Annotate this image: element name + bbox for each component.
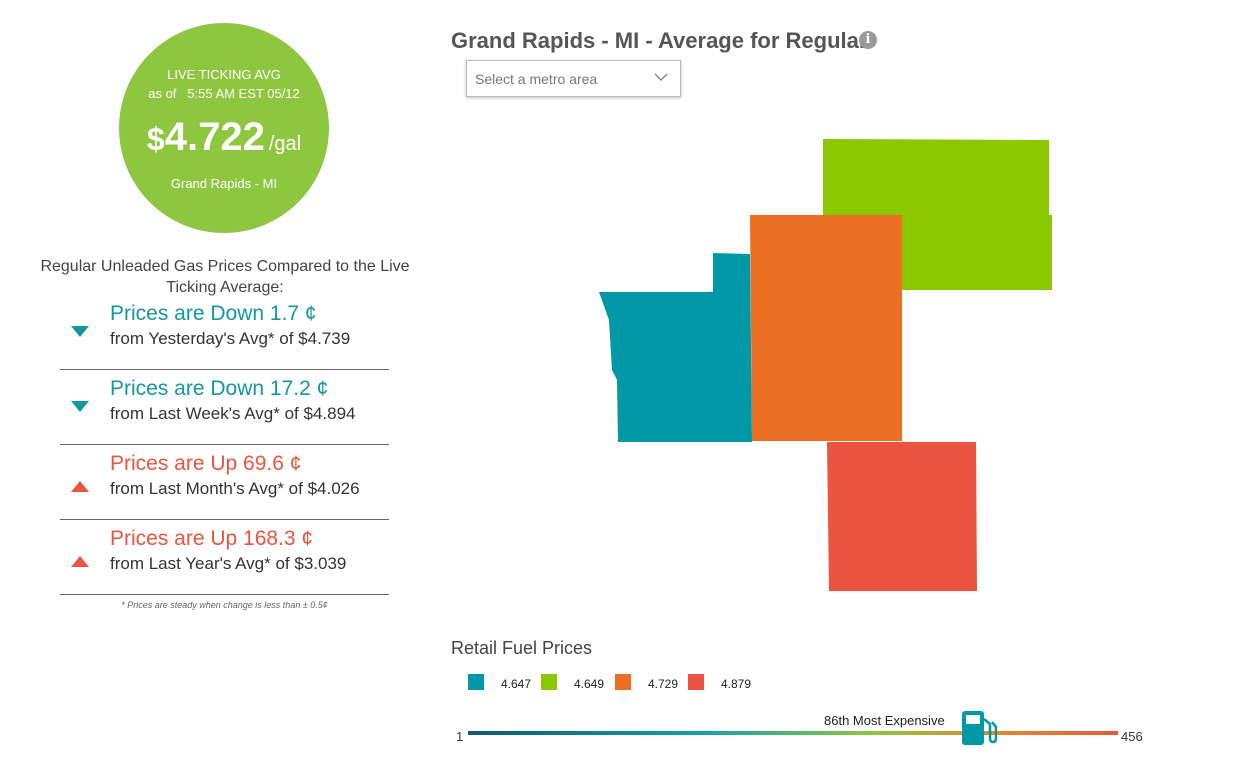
price-value: 4.722 <box>164 115 265 159</box>
chevron-down-icon <box>654 73 668 81</box>
change-headline: Prices are Down 1.7 ¢ <box>110 302 317 325</box>
up-arrow-icon <box>71 481 89 492</box>
up-arrow-icon <box>71 556 89 567</box>
live-average-circle: LIVE TICKING AVG as of 5:55 AM EST 05/12… <box>119 23 329 233</box>
currency-symbol: $ <box>146 121 165 157</box>
legend-swatch <box>468 674 484 690</box>
county-teal[interactable] <box>599 253 752 442</box>
change-headline: Prices are Up 69.6 ¢ <box>110 452 302 475</box>
change-detail: from Last Week's Avg* of $4.894 <box>110 404 356 423</box>
legend-swatch <box>615 674 631 690</box>
county-red[interactable] <box>827 442 977 591</box>
change-headline: Prices are Down 17.2 ¢ <box>110 377 329 400</box>
down-arrow-icon <box>71 326 89 337</box>
footnote: * Prices are steady when change is less … <box>121 600 328 610</box>
rank-gradient-bar <box>468 731 1118 735</box>
legend-swatch <box>541 674 557 690</box>
legend-title: Retail Fuel Prices <box>451 638 593 658</box>
change-detail: from Last Year's Avg* of $3.039 <box>110 554 347 573</box>
legend-label: 4.879 <box>721 677 752 691</box>
live-average-label: LIVE TICKING AVG <box>167 67 281 82</box>
change-headline: Prices are Up 168.3 ¢ <box>110 527 314 550</box>
change-row-last-week: Prices are Down 17.2 ¢ from Last Week's … <box>60 371 389 445</box>
compare-title: Regular Unleaded Gas Prices Compared to … <box>40 258 410 296</box>
county-green[interactable] <box>823 139 1052 290</box>
metro-area-select[interactable]: Select a metro area <box>466 60 681 97</box>
rank-min-label: 1 <box>456 729 464 744</box>
live-average-city: Grand Rapids - MI <box>170 176 278 191</box>
legend-label: 4.729 <box>648 677 679 691</box>
change-row-last-month: Prices are Up 69.6 ¢ from Last Month's A… <box>60 446 389 520</box>
county-orange[interactable] <box>750 215 902 441</box>
legend-label: 4.647 <box>501 677 532 691</box>
change-row-yesterday: Prices are Down 1.7 ¢ from Yesterday's A… <box>60 296 389 370</box>
down-arrow-icon <box>71 401 89 412</box>
change-row-last-year: Prices are Up 168.3 ¢ from Last Year's A… <box>60 521 389 595</box>
live-average-price: $4.722/gal <box>119 115 329 160</box>
legend-swatch <box>688 674 704 690</box>
map-title: Grand Rapids - MI - Average for Regular <box>451 28 868 53</box>
change-detail: from Yesterday's Avg* of $4.739 <box>110 329 351 348</box>
legend-label: 4.649 <box>574 677 605 691</box>
live-average-timestamp: as of 5:55 AM EST 05/12 <box>148 86 300 101</box>
info-icon[interactable]: i <box>859 31 877 49</box>
rank-label: 86th Most Expensive <box>824 713 945 728</box>
gas-pump-icon <box>962 711 997 745</box>
price-unit: /gal <box>268 133 302 155</box>
change-detail: from Last Month's Avg* of $4.026 <box>110 479 360 498</box>
metro-select-placeholder: Select a metro area <box>475 71 598 87</box>
rank-max-label: 456 <box>1121 729 1143 744</box>
